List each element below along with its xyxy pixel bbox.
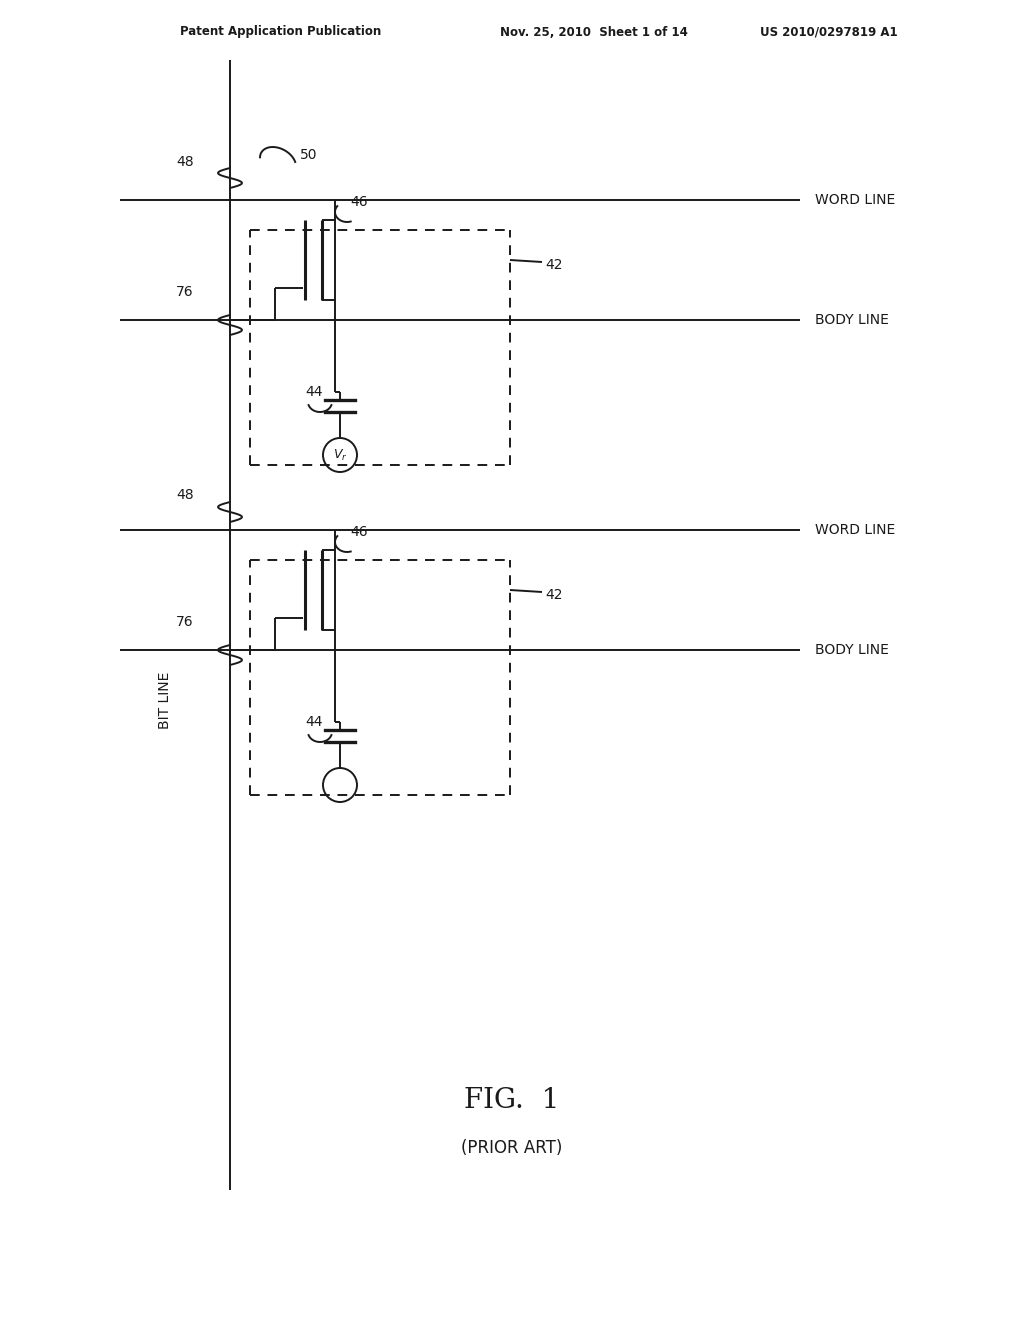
Text: BODY LINE: BODY LINE (815, 643, 889, 657)
Text: BODY LINE: BODY LINE (815, 313, 889, 327)
Text: Nov. 25, 2010  Sheet 1 of 14: Nov. 25, 2010 Sheet 1 of 14 (500, 25, 688, 38)
Text: $V_r$: $V_r$ (333, 447, 347, 462)
Text: (PRIOR ART): (PRIOR ART) (462, 1139, 562, 1158)
Text: 42: 42 (545, 257, 562, 272)
Text: 44: 44 (305, 715, 323, 729)
Text: BIT LINE: BIT LINE (158, 672, 172, 729)
Text: 46: 46 (350, 525, 368, 539)
Text: 42: 42 (545, 587, 562, 602)
Text: WORD LINE: WORD LINE (815, 523, 895, 537)
Text: 44: 44 (305, 385, 323, 399)
Text: 48: 48 (176, 154, 194, 169)
Text: 50: 50 (300, 148, 317, 162)
Text: 46: 46 (350, 195, 368, 209)
Text: Patent Application Publication: Patent Application Publication (180, 25, 381, 38)
Text: WORD LINE: WORD LINE (815, 193, 895, 207)
Text: 76: 76 (176, 615, 194, 630)
Text: 76: 76 (176, 285, 194, 300)
Text: 48: 48 (176, 488, 194, 502)
Text: FIG.  1: FIG. 1 (464, 1086, 560, 1114)
Text: US 2010/0297819 A1: US 2010/0297819 A1 (760, 25, 898, 38)
